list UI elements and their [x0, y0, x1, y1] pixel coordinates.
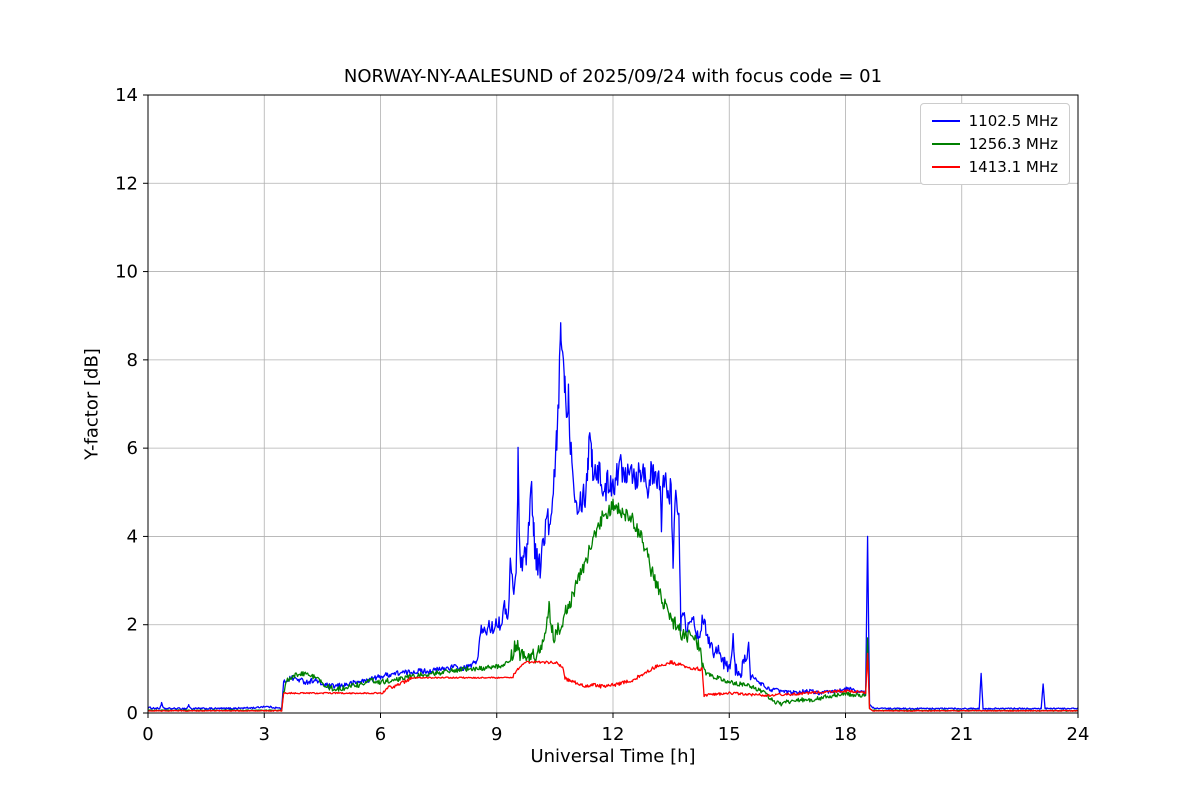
y-tick-label: 4: [127, 526, 138, 547]
x-tick-label: 0: [142, 724, 153, 745]
series-line-0: [147, 322, 1079, 711]
series-line-1: [147, 498, 1079, 712]
legend-line-swatch-red: [931, 166, 960, 168]
y-tick-label: 12: [115, 173, 138, 194]
chart-title: NORWAY-NY-AALESUND of 2025/09/24 with fo…: [343, 66, 883, 87]
x-tick-label: 6: [375, 724, 386, 745]
y-tick-label: 6: [127, 438, 138, 459]
legend: 1102.5 MHz 1256.3 MHz 1413.1 MHz: [919, 103, 1070, 185]
legend-item: 1256.3 MHz: [931, 135, 1058, 153]
legend-item: 1413.1 MHz: [931, 158, 1058, 176]
y-tick-label: 0: [127, 703, 138, 724]
y-tick-label: 14: [115, 85, 138, 106]
legend-line-swatch-green: [931, 143, 960, 145]
axes-spine: [147, 94, 1079, 714]
x-tick-label: 12: [602, 724, 625, 745]
y-tick-label: 2: [127, 615, 138, 636]
y-axis-label: Y-factor [dB]: [81, 348, 103, 460]
x-tick-label: 21: [950, 724, 973, 745]
x-axis-label: Universal Time [h]: [530, 746, 696, 767]
y-tick-label: 8: [127, 350, 138, 371]
series-line-2: [147, 652, 1079, 712]
legend-item: 1102.5 MHz: [931, 112, 1058, 130]
x-tick-label: 3: [259, 724, 270, 745]
x-tick-label: 18: [834, 724, 857, 745]
legend-label: 1256.3 MHz: [968, 135, 1058, 153]
legend-label: 1102.5 MHz: [968, 112, 1058, 130]
legend-line-swatch-blue: [931, 120, 960, 122]
legend-label: 1413.1 MHz: [968, 158, 1058, 176]
x-tick-label: 15: [718, 724, 741, 745]
x-tick-label: 24: [1067, 724, 1090, 745]
y-tick-label: 10: [115, 262, 138, 283]
x-tick-label: 9: [491, 724, 502, 745]
